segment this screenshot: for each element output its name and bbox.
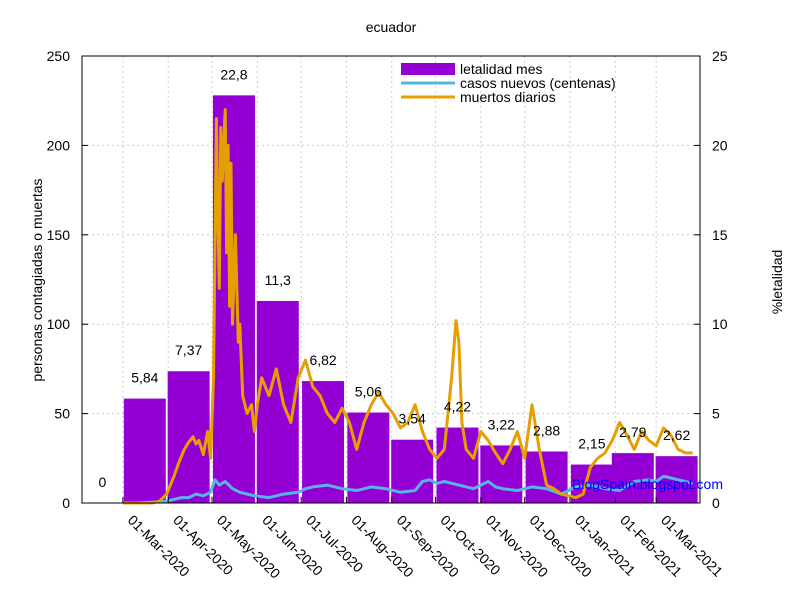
bar-value-label: 11,3 [265,272,291,288]
bar [436,427,479,503]
y2-axis-label: %letalidad [769,250,785,315]
legend-swatch-bars [401,63,455,75]
legend-label-muertos: muertos diarios [460,89,556,105]
bar-value-label: 22,8 [220,66,247,82]
legend-label-casos: casos nuevos (centenas) [460,75,616,91]
chart-title: ecuador [366,19,417,35]
y2-tick-label: 5 [712,406,720,422]
bar [256,300,299,503]
bar-value-label: 3,22 [488,416,515,432]
y-tick-label: 0 [62,495,70,511]
y-tick-label: 200 [47,137,71,153]
casos-line [122,474,694,505]
bar-value-label: 6,82 [309,352,336,368]
bar [611,453,654,503]
y-tick-label: 150 [47,227,71,243]
bar [167,371,210,503]
bar [391,439,434,503]
bar [480,445,523,503]
plot-frame [81,55,701,504]
line-series [122,108,694,505]
y2-tick-label: 15 [712,227,728,243]
bar-value-label: 2,62 [663,427,690,443]
legend-label-bars: letalidad mes [460,61,543,77]
bar-labels: 0 5,84 7,37 22,8 11,3 6,82 5,06 3,54 4,22 3,22 2,8… [99,66,691,490]
bar-value-label: 2,79 [619,424,646,440]
watermark: BlogSpain.blogspot.com [572,476,723,492]
bar-value-label: 2,15 [578,436,605,452]
y2-tick-label: 10 [712,316,728,332]
bar-value-label: 7,37 [175,342,202,358]
bar-value-label: 4,22 [444,399,471,415]
bar-value-label: 5,84 [131,370,158,386]
bar-value-label: 2,88 [533,423,560,439]
y-tick-label: 50 [54,406,70,422]
bar [123,398,166,503]
y2-tick-label: 25 [712,48,728,64]
grid [82,56,700,503]
y-tick-label: 100 [47,316,71,332]
bar-value-label: 5,06 [355,384,382,400]
bar-value-label: 3,54 [399,411,426,427]
y2-tick-label: 0 [712,495,720,511]
bar-value-label: 0 [99,474,107,490]
muertos-line [122,108,693,505]
legend: letalidad mes casos nuevos (centenas) mu… [401,61,616,105]
y-tick-label: 250 [47,48,71,64]
y2-tick-label: 20 [712,137,728,153]
y-axis-label: personas contagiadas o muertas [29,178,45,381]
